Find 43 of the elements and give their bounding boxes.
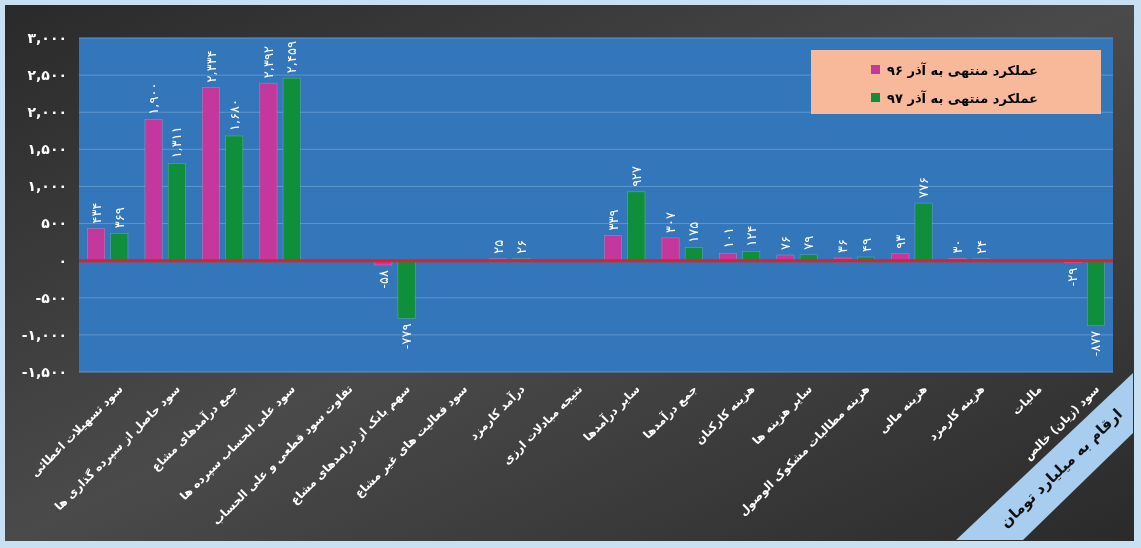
data-label: ۳۳۹ [605, 209, 621, 231]
y-tick-label: ۵۰۰ [41, 215, 67, 232]
y-tick-label: ۱,۰۰۰ [27, 178, 67, 195]
data-label: ۱,۳۱۱ [169, 126, 185, 159]
x-tick-label: جمع درآمدها [640, 381, 700, 442]
data-label: -۲۹ [1065, 267, 1081, 287]
data-label: ۳۶۹ [111, 207, 127, 229]
data-label: ۴۳۴ [88, 202, 104, 224]
data-label: ۲,۴۵۹ [284, 41, 300, 74]
data-label: ۹۲۷ [628, 165, 644, 187]
data-label: ۲۵ [490, 239, 506, 254]
legend-label: عملکرد منتهی به آذر ۹۷ [887, 89, 1038, 106]
y-tick-label: -۵۰۰ [35, 289, 67, 306]
data-label: ۷۹ [801, 235, 817, 250]
data-label: ۲۴ [973, 239, 989, 254]
data-label: ۲۶ [514, 239, 529, 254]
data-label: ۳۰۷ [663, 211, 679, 233]
y-tick-label: ۱,۵۰۰ [27, 141, 67, 158]
data-label: ۳۶ [835, 239, 851, 253]
data-label: ۱۰۱ [720, 227, 736, 249]
x-tick-label: هزینه مالی [875, 381, 930, 437]
data-label: -۷۷۹ [399, 323, 415, 350]
data-label: -۵۸ [375, 269, 391, 289]
data-label: ۱۲۴ [743, 225, 759, 247]
data-label: ۹۳ [892, 234, 908, 249]
data-label: -۸۷۷ [1088, 330, 1104, 357]
legend-label: عملکرد منتهی به آذر ۹۶ [887, 61, 1038, 78]
data-label: ۱۷۵ [686, 221, 702, 243]
y-tick-label: -۱,۵۰۰ [21, 363, 67, 380]
data-label: ۲,۳۹۲ [260, 46, 276, 79]
y-tick-label: ۰ [58, 252, 67, 269]
y-tick-label: ۲,۰۰۰ [27, 104, 67, 121]
y-tick-label: ۳,۰۰۰ [27, 29, 67, 46]
y-tick-label: -۱,۰۰۰ [21, 326, 67, 343]
data-label: ۲,۳۳۴ [203, 50, 219, 83]
x-tick-label: مالیات [1009, 381, 1045, 418]
data-label: ۴۹ [858, 238, 874, 253]
y-tick-label: ۲,۵۰۰ [27, 67, 67, 84]
data-label: ۳۰ [950, 239, 966, 254]
data-label: ۱,۶۸۰ [226, 98, 242, 131]
data-label: ۷۷۶ [916, 177, 932, 199]
data-label: ۱,۹۰۰ [146, 82, 162, 115]
data-label: ۷۶ [777, 236, 793, 251]
